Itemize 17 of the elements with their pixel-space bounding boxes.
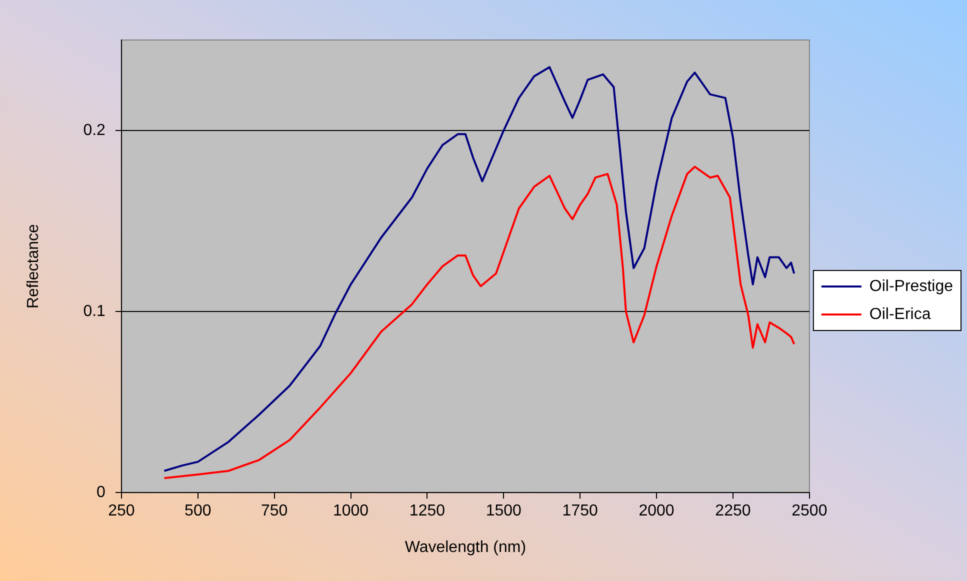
x-tick-label: 2000 bbox=[638, 502, 674, 520]
x-tick-label: 1250 bbox=[409, 502, 446, 520]
y-axis-title: Reflectance bbox=[25, 224, 42, 309]
y-tick-label: 0.2 bbox=[83, 122, 106, 139]
x-tick-label: 2500 bbox=[792, 502, 828, 520]
y-tick-label: 0.1 bbox=[83, 302, 106, 320]
x-axis-title: Wavelength (nm) bbox=[404, 538, 526, 556]
x-tick-label: 500 bbox=[184, 502, 212, 520]
x-tick-label: 250 bbox=[108, 502, 135, 520]
x-tick-label: 1000 bbox=[332, 502, 369, 520]
x-tick-label: 750 bbox=[260, 502, 288, 520]
y-tick-label: 0 bbox=[96, 484, 106, 502]
x-tick-label: 1750 bbox=[562, 502, 598, 520]
x-tick-label: 1500 bbox=[486, 502, 522, 520]
legend-label: Oil-Prestige bbox=[869, 278, 954, 295]
x-tick-label: 2250 bbox=[715, 502, 751, 520]
legend-label: Oil-Erica bbox=[869, 306, 931, 323]
